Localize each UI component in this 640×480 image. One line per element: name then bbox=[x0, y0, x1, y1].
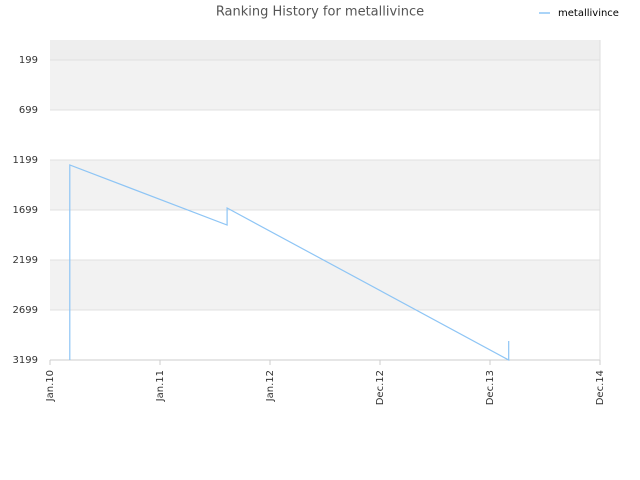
plot-band bbox=[50, 160, 600, 210]
plot-band bbox=[50, 60, 600, 110]
x-tick-label: Jan.12 bbox=[265, 370, 276, 402]
y-tick-label: 699 bbox=[19, 105, 38, 116]
legend-label: metallivince bbox=[558, 8, 619, 19]
plot-band bbox=[50, 260, 600, 310]
x-tick-label: Dec.14 bbox=[595, 370, 606, 405]
plot-band bbox=[50, 40, 600, 60]
plot-band bbox=[50, 210, 600, 260]
y-tick-label: 1199 bbox=[13, 155, 38, 166]
x-tick-label: Jan.10 bbox=[45, 370, 56, 402]
y-tick-label: 199 bbox=[19, 55, 38, 66]
plot-band bbox=[50, 310, 600, 360]
y-tick-label: 3199 bbox=[13, 355, 38, 366]
y-tick-label: 2699 bbox=[13, 305, 38, 316]
x-tick-label: Jan.11 bbox=[155, 370, 166, 402]
chart-title: Ranking History for metallivince bbox=[216, 5, 424, 20]
x-tick-label: Dec.12 bbox=[375, 370, 386, 405]
y-tick-label: 2199 bbox=[13, 255, 38, 266]
y-tick-label: 1699 bbox=[13, 205, 38, 216]
x-tick-label: Dec.13 bbox=[485, 370, 496, 405]
plot-band bbox=[50, 110, 600, 160]
line-series bbox=[69, 164, 510, 362]
